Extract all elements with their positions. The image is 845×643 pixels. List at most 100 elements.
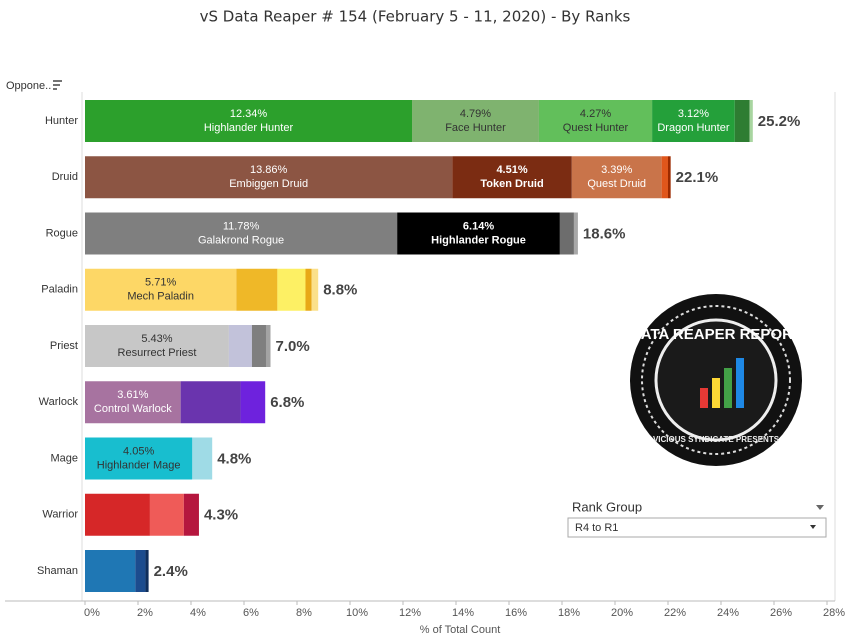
bar-segment xyxy=(85,100,413,142)
segment-value-label: 4.05% xyxy=(123,445,154,457)
segment-value-label: 6.14% xyxy=(463,220,494,232)
bar-segment xyxy=(149,493,184,536)
x-tick-label: 2% xyxy=(137,607,153,619)
segment-value-label: 5.43% xyxy=(141,333,172,345)
x-tick-label: 16% xyxy=(505,607,527,619)
bar-segment xyxy=(251,325,266,367)
logo-title: DATA REAPER REPORT xyxy=(630,326,802,343)
bar-segment xyxy=(305,268,312,311)
bar-segment xyxy=(652,100,735,142)
bar-segment xyxy=(277,268,306,311)
segment-name-label: Embiggen Druid xyxy=(229,178,308,190)
x-tick-label: 10% xyxy=(346,607,368,619)
y-tick-label: Druid xyxy=(52,171,78,183)
filter-value[interactable]: R4 to R1 xyxy=(575,522,618,534)
x-tick-label: 6% xyxy=(243,607,259,619)
bar-segment xyxy=(661,156,668,199)
x-tick-label: 26% xyxy=(770,607,792,619)
segment-value-label: 4.27% xyxy=(580,108,611,120)
bar-segment xyxy=(412,100,539,142)
bar-segment xyxy=(192,437,213,480)
segment-name-label: Highlander Hunter xyxy=(204,122,294,134)
bar-segment xyxy=(85,493,150,536)
x-tick-label: 0% xyxy=(84,607,100,619)
bar-segment xyxy=(571,156,662,199)
bar-segment xyxy=(311,268,319,311)
bar-segment xyxy=(559,212,574,255)
segment-name-label: Highlander Mage xyxy=(97,459,181,471)
chart-title: vS Data Reaper # 154 (February 5 - 11, 2… xyxy=(200,8,631,26)
bar-segment xyxy=(265,325,271,367)
segment-name-label: Dragon Hunter xyxy=(657,122,729,134)
bar-segment xyxy=(135,550,146,592)
bar-segment xyxy=(573,212,578,255)
bar-segment xyxy=(240,381,266,424)
bar-segment xyxy=(85,212,398,255)
y-tick-label: Warlock xyxy=(39,396,79,408)
bar-segment xyxy=(183,493,199,536)
total-label: 22.1% xyxy=(676,169,719,186)
segment-value-label: 11.78% xyxy=(223,220,260,232)
segment-value-label: 3.61% xyxy=(117,389,148,401)
bar-segment xyxy=(145,550,149,592)
x-tick-label: 4% xyxy=(190,607,206,619)
x-tick-label: 12% xyxy=(399,607,421,619)
y-tick-label: Hunter xyxy=(45,115,78,127)
y-tick-label: Shaman xyxy=(37,565,78,577)
dropdown-arrow[interactable] xyxy=(810,525,816,529)
total-label: 4.8% xyxy=(217,450,251,467)
filter-dropdown[interactable] xyxy=(567,517,827,538)
y-tick-label: Warrior xyxy=(42,509,78,521)
segment-value-label: 5.71% xyxy=(145,277,176,289)
segment-name-label: Highlander Rogue xyxy=(431,234,526,246)
segment-value-label: 4.51% xyxy=(496,164,527,176)
logo: DATA REAPER REPORT VICIOUS SYNDICATE PRE… xyxy=(630,294,802,466)
sort-icon[interactable] xyxy=(53,80,62,90)
segment-name-label: Control Warlock xyxy=(94,403,172,415)
total-label: 25.2% xyxy=(758,113,801,130)
row-header[interactable]: Oppone.. xyxy=(6,80,51,92)
x-tick-label: 24% xyxy=(717,607,739,619)
total-label: 4.3% xyxy=(204,507,238,524)
y-tick-label: Mage xyxy=(50,452,78,464)
segment-name-label: Token Druid xyxy=(480,178,543,190)
x-tick-label: 14% xyxy=(452,607,474,619)
bar-segment xyxy=(85,437,193,480)
segment-value-label: 3.39% xyxy=(601,164,632,176)
filter-menu[interactable] xyxy=(816,505,824,510)
x-tick-label: 8% xyxy=(296,607,312,619)
y-tick-label: Paladin xyxy=(41,284,78,296)
x-axis-label: % of Total Count xyxy=(420,624,501,636)
bar-segment xyxy=(668,156,671,199)
bar-segment xyxy=(397,212,560,255)
total-label: 6.8% xyxy=(270,394,304,411)
bar-segment xyxy=(85,156,453,199)
bar-segment xyxy=(85,381,181,424)
y-tick-label: Rogue xyxy=(46,227,78,239)
total-label: 2.4% xyxy=(154,563,188,580)
bar-segment xyxy=(85,325,229,367)
filter-label: Rank Group xyxy=(572,499,642,514)
x-tick-label: 22% xyxy=(664,607,686,619)
segment-name-label: Quest Hunter xyxy=(563,122,629,134)
segment-name-label: Quest Druid xyxy=(587,178,646,190)
segment-value-label: 13.86% xyxy=(250,164,288,176)
bar-segment xyxy=(228,325,252,367)
bar-segment xyxy=(180,381,241,424)
bar-segment xyxy=(236,268,278,311)
x-tick-label: 20% xyxy=(611,607,633,619)
total-label: 8.8% xyxy=(323,282,357,299)
bar-segment xyxy=(734,100,750,142)
y-tick-label: Priest xyxy=(50,340,78,352)
bar-segment xyxy=(538,100,653,142)
bar-segment xyxy=(749,100,753,142)
x-tick-label: 28% xyxy=(823,607,845,619)
x-tick-label: 18% xyxy=(558,607,580,619)
bar-segment xyxy=(85,550,136,592)
segment-value-label: 12.34% xyxy=(230,108,268,120)
bar-segment xyxy=(85,268,237,311)
logo-subtitle: VICIOUS SYNDICATE PRESENTS xyxy=(653,435,780,444)
total-label: 7.0% xyxy=(276,338,310,355)
segment-name-label: Galakrond Rogue xyxy=(198,234,284,246)
